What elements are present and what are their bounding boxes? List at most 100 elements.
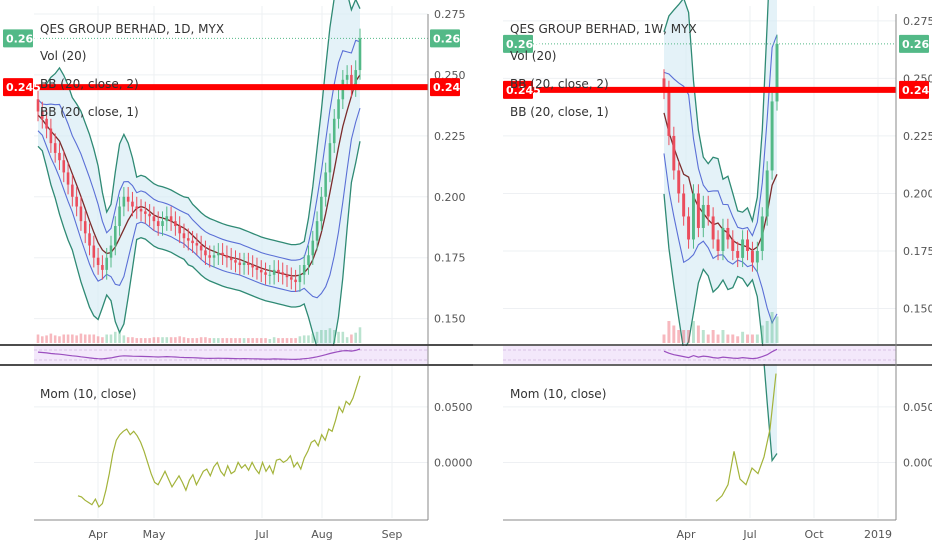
bb-lower-line (37, 141, 361, 361)
volume-bar (62, 334, 66, 343)
price-tick-label: 0.150 (434, 313, 466, 326)
rsi-band (503, 346, 896, 364)
candle-body (126, 196, 130, 202)
level-tag-right-text: 0.245 (433, 81, 468, 94)
candle-body (221, 252, 224, 256)
volume-bar (191, 338, 194, 343)
candle-body (58, 152, 61, 161)
bb-basis-line (663, 112, 778, 252)
volume-bar (268, 339, 272, 343)
volume-bar (208, 338, 212, 343)
volume-bar (131, 337, 134, 343)
volume-bar (148, 338, 151, 343)
candle-body (672, 135, 676, 171)
volume-bar (221, 338, 224, 343)
candle-body (332, 118, 336, 144)
candle-body (324, 172, 327, 197)
indicator-label: Vol (20) (40, 49, 86, 63)
candle-body (775, 43, 779, 102)
volume-bar (139, 338, 143, 343)
time-axis-label: Jul (742, 528, 756, 541)
time-axis-label: Apr (88, 528, 108, 541)
rsi-band (34, 346, 428, 364)
volume-bar (122, 335, 126, 343)
candle-body (345, 74, 349, 80)
volume-bar (345, 337, 349, 343)
volume-bar (307, 335, 310, 343)
indicator-label: BB (20, close, 1) (510, 105, 609, 119)
candle-body (79, 206, 83, 222)
candle-body (234, 260, 237, 263)
candle-body (770, 101, 774, 171)
volume-bar (750, 334, 754, 343)
volume-bar (716, 334, 720, 343)
volume-bar (79, 333, 83, 343)
volume-bar (161, 337, 164, 343)
volume-bar (156, 337, 160, 343)
volume-bar (320, 330, 323, 343)
volume-bar (195, 338, 199, 343)
time-axis-label: Apr (676, 528, 696, 541)
candle-body (315, 221, 319, 241)
candle-body (92, 245, 96, 258)
volume-bar (247, 338, 250, 343)
candle-body (259, 269, 263, 273)
candle-body (195, 243, 199, 246)
candle-body (298, 274, 302, 283)
last-price-tag-right-text: 0.265 (433, 32, 468, 45)
volume-bar (731, 334, 735, 343)
price-tick-label: 0.225 (434, 130, 466, 143)
candle-body (247, 262, 250, 266)
volume-bar (281, 338, 285, 343)
candle-body (294, 279, 297, 283)
volume-bar (58, 336, 61, 343)
volume-bar (311, 333, 315, 343)
volume-bar (765, 321, 769, 343)
volume-bar (238, 338, 242, 343)
volume-bar (178, 336, 181, 343)
last-price-tag-left-box (503, 34, 533, 53)
volume-bar (350, 334, 353, 343)
volume-bar (182, 337, 186, 343)
indicator-label: BB (20, close, 2) (40, 77, 139, 91)
candle-body (62, 160, 66, 173)
volume-bar (354, 332, 357, 343)
volume-bar (71, 334, 74, 343)
mom-tick-label: 0.0500 (434, 401, 473, 414)
price-tick-label: 0.275 (903, 15, 932, 28)
volume-bar (726, 334, 730, 343)
candle-body (242, 262, 246, 266)
volume-bar (264, 338, 267, 343)
price-tick-label: 0.225 (903, 130, 932, 143)
volume-bar (667, 321, 671, 343)
volume-bar (358, 327, 362, 343)
volume-bar (41, 336, 44, 343)
volume-bar (169, 337, 173, 343)
volume-bar (328, 328, 332, 343)
volume-bar (259, 338, 263, 343)
volume-bar (775, 316, 779, 343)
volume-bar (294, 338, 297, 343)
last-price-tag-left-text: 0.265 (506, 38, 541, 51)
volume-bar (45, 335, 48, 343)
volume-bar (672, 325, 676, 343)
momentum-label: Mom (10, close) (40, 387, 136, 401)
volume-bar (741, 331, 745, 343)
momentum-line (77, 375, 361, 508)
chart-panel-daily[interactable]: 0.2750.2500.2250.2000.1750.1500.05000.00… (0, 0, 473, 541)
candle-body (225, 255, 229, 258)
volume-bar (165, 337, 169, 343)
candle-body (88, 233, 91, 246)
candle-body (281, 272, 285, 275)
price-tick-label: 0.150 (903, 302, 932, 315)
volume-bar (755, 334, 759, 343)
candle-body (165, 216, 169, 222)
volume-bar (332, 330, 336, 343)
candle-body (350, 74, 353, 88)
candle-body (122, 196, 126, 207)
candle-body (682, 193, 686, 217)
candle-body (696, 193, 700, 228)
candle-body (701, 204, 705, 228)
